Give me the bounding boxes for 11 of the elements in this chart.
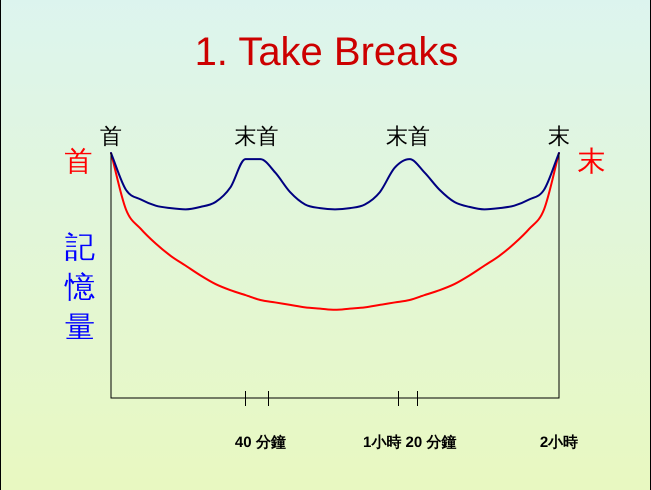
x-tick-label: 1小時 20 分鐘 xyxy=(362,434,456,452)
x-tick-label: 40 分鐘 xyxy=(234,434,286,452)
text: 末首 xyxy=(234,124,279,150)
text: 首 xyxy=(100,124,122,150)
text: 末 xyxy=(577,144,606,178)
text: 末 xyxy=(548,124,570,150)
y-axis-title: 記憶量 xyxy=(63,229,96,347)
text: 首 xyxy=(64,144,93,178)
text: 末首 xyxy=(386,124,430,150)
x-tick-label: 2小時 xyxy=(540,434,578,452)
chart-title: 1. Take Breaks xyxy=(194,30,460,75)
